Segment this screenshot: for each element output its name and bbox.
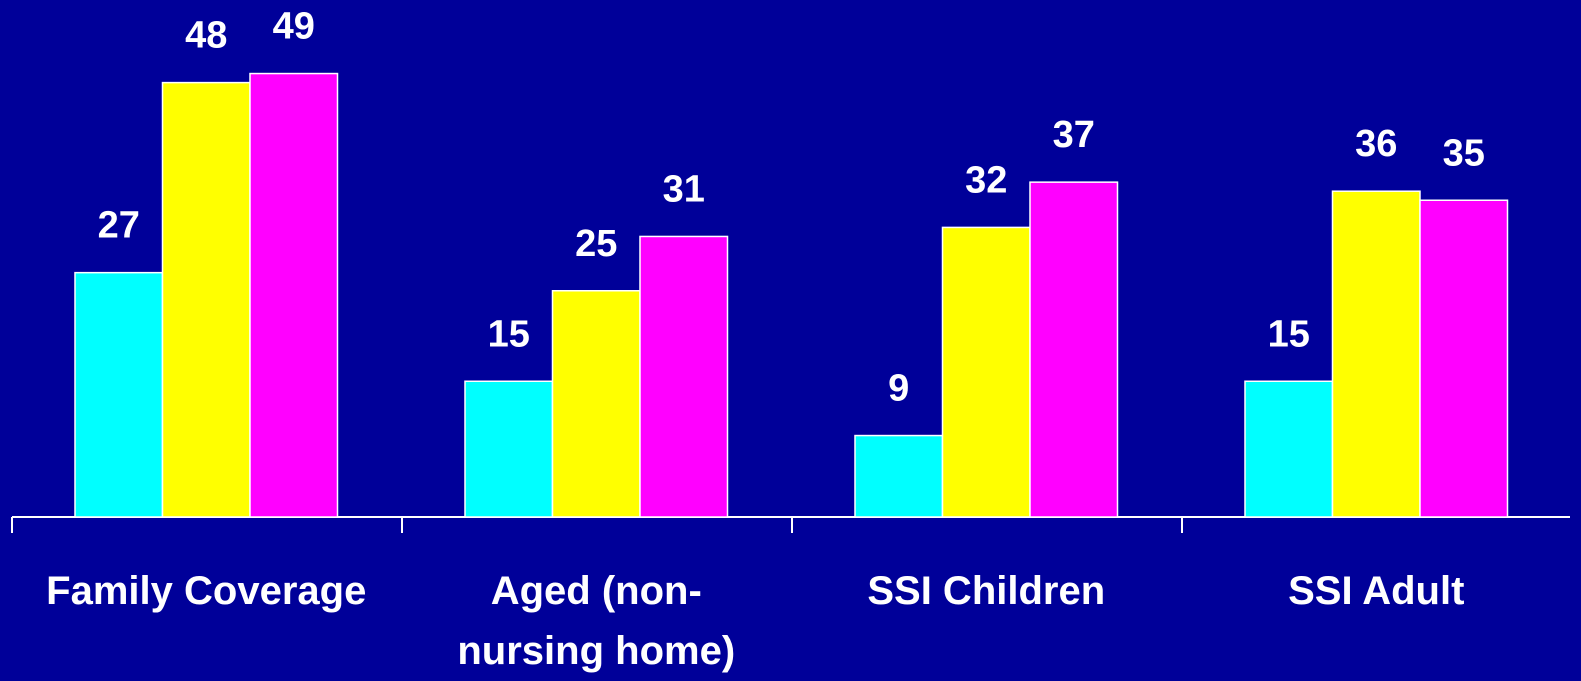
value-label: 25 [575,223,617,265]
bar [1029,181,1119,518]
value-label: 32 [965,159,1007,201]
category-label: Family Coverage [46,569,367,613]
bar [941,226,1031,518]
value-label: 27 [98,205,140,247]
value-label: 48 [185,15,227,57]
bar [1244,380,1334,518]
value-label: 37 [1053,114,1095,156]
bar [1331,190,1421,518]
bar [551,290,641,518]
value-label: 31 [663,168,705,210]
value-label: 49 [273,6,315,48]
value-label: 15 [488,313,530,355]
bar [854,434,944,518]
bar [249,72,339,518]
bar [161,81,251,518]
bar [1419,199,1509,518]
value-label: 36 [1355,123,1397,165]
value-label: 9 [888,368,909,410]
category-label: SSI Adult [1288,569,1465,613]
value-label: 15 [1268,313,1310,355]
category-label: SSI Children [867,569,1106,613]
bar [464,380,554,518]
bar [74,271,164,518]
value-label: 35 [1443,132,1485,174]
bar [639,235,729,518]
category-label: Aged (non-nursing home) [457,569,736,673]
